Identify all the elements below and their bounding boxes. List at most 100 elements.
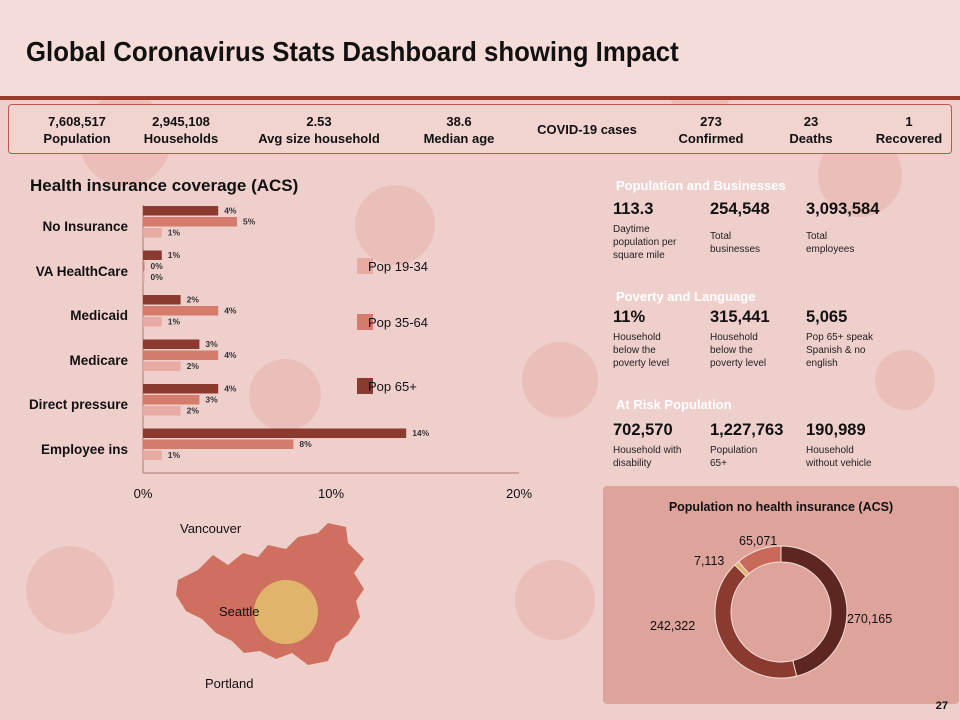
stat-value: 7,608,517 [48, 114, 106, 129]
x-tick-label: 20% [506, 486, 532, 501]
region-map [176, 523, 364, 665]
stat-households: 2,945,108 Households [133, 113, 229, 147]
category-label: No Insurance [42, 219, 128, 234]
stat-population: 7,608,517 Population [27, 113, 127, 147]
category-label: Medicaid [70, 308, 128, 323]
bar-data-label: 0% [151, 272, 164, 282]
poverty-desc: Pop 65+ speak Spanish & no english [806, 332, 873, 369]
stat-label: Recovered [875, 131, 943, 146]
bar-data-label: 4% [224, 206, 237, 216]
bar-data-label: 4% [224, 306, 237, 316]
at-risk-value: 190,989 [806, 421, 866, 439]
pop-business-desc: Daytime population per square mile [613, 224, 677, 261]
legend-swatch [357, 258, 373, 274]
bar-data-label: 0% [151, 261, 164, 271]
bar-pop-35-64 [143, 395, 200, 405]
bar-pop-19-34 [143, 406, 181, 416]
category-label: VA HealthCare [35, 263, 128, 279]
donut-slice [780, 545, 848, 677]
bar-pop-19-34 [143, 317, 162, 327]
x-tick-label: 10% [318, 486, 344, 501]
poverty-desc: Household below the poverty level [710, 332, 767, 369]
pop-business-value: 254,548 [710, 200, 770, 218]
pop-business-desc: Total businesses [710, 231, 761, 255]
bar-pop-35-64 [143, 350, 219, 360]
at-risk-header: At Risk Population [616, 397, 732, 412]
map-label-seattle: Seattle [219, 604, 260, 619]
bar-data-label: 3% [205, 339, 218, 349]
legend-label: Pop 35-64 [368, 315, 428, 330]
stat-value: 23 [803, 114, 819, 129]
donut-title: Population no health insurance (ACS) [668, 500, 894, 514]
bar-pop-19-34 [143, 450, 162, 460]
stat-label: Deaths [789, 131, 833, 146]
donut-label: 242,322 [650, 619, 696, 633]
pop-business-desc: Total employees [806, 231, 855, 255]
stat-label: Avg size household [258, 131, 380, 146]
donut-label: 65,071 [739, 534, 778, 548]
bar-pop-65- [143, 339, 200, 349]
map-label-portland: Portland [205, 676, 254, 691]
pop-business-value: 3,093,584 [806, 200, 880, 218]
stat-median-age: 38.6 Median age [409, 113, 509, 147]
bar-pop-19-34 [143, 228, 162, 238]
at-risk-desc: Household without vehicle [806, 445, 872, 469]
map-label-vancouver: Vancouver [180, 521, 242, 536]
bar-pop-65- [143, 428, 407, 438]
stat-confirmed: 273 Confirmed [671, 113, 751, 147]
bar-data-label: 4% [224, 350, 237, 360]
at-risk-desc: Household with disability [613, 445, 682, 469]
bar-data-label: 1% [168, 450, 181, 460]
insurance-chart-title: Health insurance coverage (ACS) [30, 176, 299, 195]
stat-label: Population [43, 131, 111, 146]
donut-slice [737, 545, 782, 575]
poverty-header: Poverty and Language [616, 289, 756, 304]
bar-pop-65- [143, 295, 181, 305]
page-number: 27 [935, 700, 948, 712]
stat-value: 2.53 [306, 114, 332, 129]
legend-label: Pop 65+ [368, 379, 417, 394]
legend-label: Pop 19-34 [368, 259, 428, 274]
category-label: Employee ins [40, 441, 128, 457]
bar-data-label: 3% [205, 395, 218, 405]
stat-value: 273 [700, 114, 722, 129]
bar-pop-65- [143, 206, 219, 216]
stat-label: Households [143, 131, 219, 146]
at-risk-value: 1,227,763 [710, 421, 784, 439]
bar-data-label: 1% [168, 228, 181, 238]
poverty-value: 5,065 [806, 308, 848, 326]
stat-value: 1 [905, 114, 913, 129]
bar-data-label: 14% [412, 428, 429, 438]
poverty-value: 11% [613, 308, 646, 326]
pop-business-value: 113.3 [613, 200, 654, 218]
bar-data-label: 4% [224, 384, 237, 394]
bar-pop-65- [143, 250, 162, 260]
bar-data-label: 2% [187, 406, 200, 416]
stat-label: Median age [423, 131, 495, 146]
header-band: Global Coronavirus Stats Dashboard showi… [0, 0, 960, 96]
bar-data-label: 5% [243, 217, 256, 227]
legend-swatch [357, 378, 373, 394]
stat-recovered: 1 Recovered [867, 113, 951, 147]
bar-pop-19-34 [143, 361, 181, 371]
bar-pop-65- [143, 384, 219, 394]
bar-data-label: 8% [299, 439, 312, 449]
bar-data-label: 1% [168, 250, 181, 260]
stat-label: COVID-19 cases [537, 122, 637, 137]
stat-covid-cases: COVID-19 cases [529, 121, 645, 138]
poverty-value: 315,441 [710, 308, 770, 326]
donut-slice [714, 564, 798, 679]
bar-pop-35-64 [143, 261, 145, 271]
stat-label: Confirmed [678, 131, 744, 146]
pop-business-header: Population and Businesses [616, 178, 786, 193]
bar-data-label: 2% [187, 361, 200, 371]
category-label: Medicare [69, 352, 128, 368]
stat-deaths: 23 Deaths [771, 113, 851, 147]
highlight-circle [254, 580, 318, 644]
x-tick-label: 0% [134, 486, 153, 501]
donut-chart [714, 545, 848, 679]
stat-value: 2,945,108 [152, 114, 210, 129]
bar-data-label: 1% [168, 317, 181, 327]
donut-panel: Population no health insurance (ACS) 270… [603, 486, 959, 704]
